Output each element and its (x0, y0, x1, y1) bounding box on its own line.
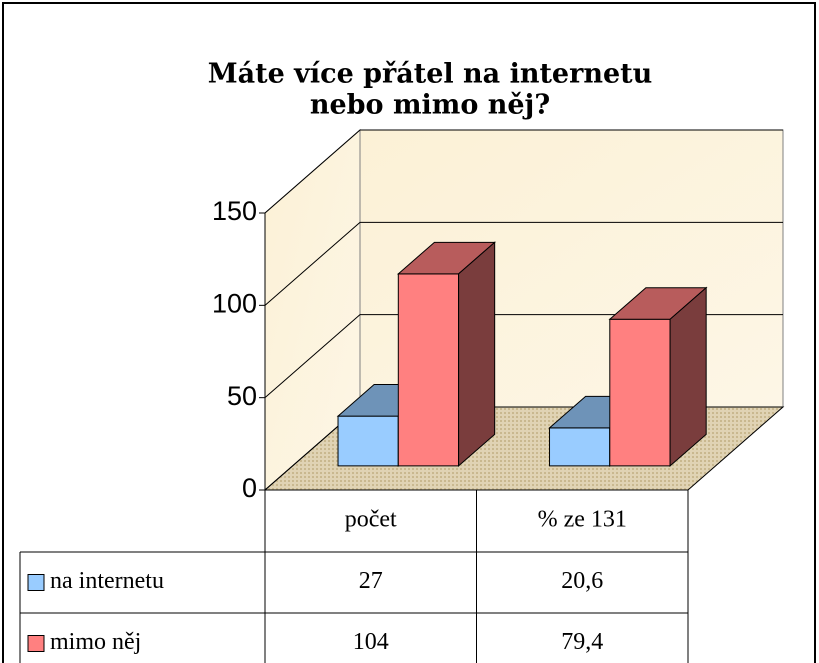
bar-side (669, 286, 707, 468)
y-tick-label: 150 (212, 196, 257, 226)
bar-front (337, 415, 399, 467)
bar-front (609, 318, 671, 467)
y-tick-label: 50 (227, 381, 257, 411)
y-tick-label: 100 (212, 288, 257, 318)
bar-front (397, 273, 460, 467)
chart-title: nebo mimo něj? (310, 90, 550, 121)
table-header: % ze 131 (538, 507, 627, 533)
legend-label: mimo něj (50, 629, 141, 655)
table-cell: 104 (353, 629, 389, 655)
table-cell: 20,6 (561, 568, 603, 594)
table-cell: 79,4 (561, 629, 603, 655)
table-cell: 27 (359, 568, 383, 594)
bar-front (549, 427, 611, 467)
table-header: počet (345, 507, 397, 533)
legend-label: na internetu (50, 568, 164, 594)
legend-swatch (27, 635, 45, 652)
y-tick-label: 0 (242, 473, 257, 503)
grid-line (264, 129, 783, 214)
chart-title: Máte více přátel na internetu (208, 59, 653, 90)
legend-swatch (27, 574, 45, 591)
grid-line (264, 221, 783, 306)
bar-side (458, 241, 496, 468)
